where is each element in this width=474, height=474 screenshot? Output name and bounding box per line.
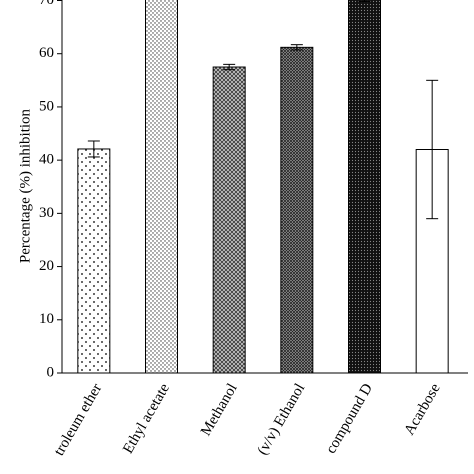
y-tick-label: 0 [47, 364, 55, 380]
y-tick-label: 20 [39, 258, 54, 274]
y-tick-label: 60 [39, 45, 54, 61]
y-tick-label: 50 [39, 98, 54, 114]
y-tick-label: 40 [39, 152, 54, 168]
bar [145, 0, 178, 374]
bar [77, 148, 111, 374]
y-tick-label: 30 [39, 205, 54, 221]
y-tick-label: 70 [39, 0, 54, 8]
bar [212, 66, 246, 374]
y-tick-label: 10 [39, 311, 54, 327]
bar [280, 46, 314, 374]
x-tick-label: Acarbose [401, 381, 443, 438]
bar [348, 0, 381, 374]
x-tick-label: troleum ether [51, 381, 105, 459]
y-axis-label: Percentage (%) inhibition [17, 108, 33, 263]
x-tick-label: Methanol [198, 381, 241, 439]
x-tick-label: (v/v) Ethanol [255, 381, 309, 458]
x-tick-label: compound D [323, 381, 376, 457]
x-tick-label: Ethyl acetate [120, 381, 173, 457]
